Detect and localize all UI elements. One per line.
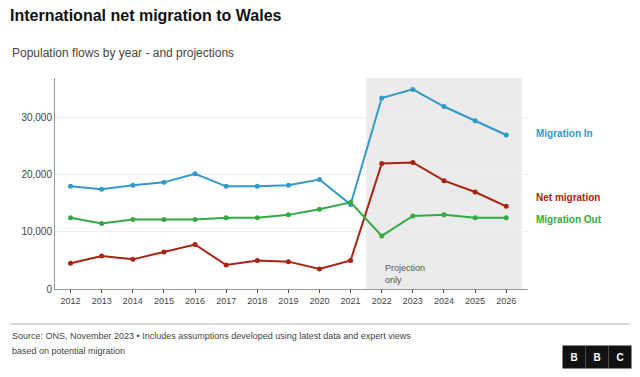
svg-text:2013: 2013	[92, 296, 112, 306]
svg-text:Projectiononly: Projectiononly	[385, 263, 425, 285]
svg-text:2017: 2017	[216, 296, 236, 306]
svg-text:Net migration: Net migration	[536, 192, 600, 203]
svg-text:2012: 2012	[61, 296, 81, 306]
svg-text:B: B	[570, 352, 577, 363]
svg-text:30,000: 30,000	[21, 112, 52, 123]
svg-text:International net migration to: International net migration to Wales	[10, 7, 282, 24]
svg-text:2018: 2018	[247, 296, 267, 306]
svg-text:2024: 2024	[434, 296, 454, 306]
svg-text:2020: 2020	[309, 296, 329, 306]
svg-text:2021: 2021	[341, 296, 361, 306]
svg-text:2016: 2016	[185, 296, 205, 306]
svg-text:Population flows by year - and: Population flows by year - and projectio…	[12, 46, 234, 60]
svg-text:B: B	[593, 352, 600, 363]
svg-text:2019: 2019	[278, 296, 298, 306]
svg-text:Migration Out: Migration Out	[536, 214, 602, 225]
svg-text:2025: 2025	[465, 296, 485, 306]
svg-text:based on potential migration: based on potential migration	[12, 346, 125, 356]
svg-text:2015: 2015	[154, 296, 174, 306]
svg-text:0: 0	[46, 284, 52, 295]
svg-text:Migration In: Migration In	[536, 128, 593, 139]
svg-text:2026: 2026	[496, 296, 516, 306]
svg-text:2022: 2022	[372, 296, 392, 306]
svg-text:C: C	[616, 352, 623, 363]
svg-text:2014: 2014	[123, 296, 143, 306]
svg-text:2023: 2023	[403, 296, 423, 306]
svg-text:10,000: 10,000	[21, 226, 52, 237]
svg-text:20,000: 20,000	[21, 169, 52, 180]
svg-text:Source: ONS, November 2023 • I: Source: ONS, November 2023 • Includes as…	[12, 331, 411, 341]
